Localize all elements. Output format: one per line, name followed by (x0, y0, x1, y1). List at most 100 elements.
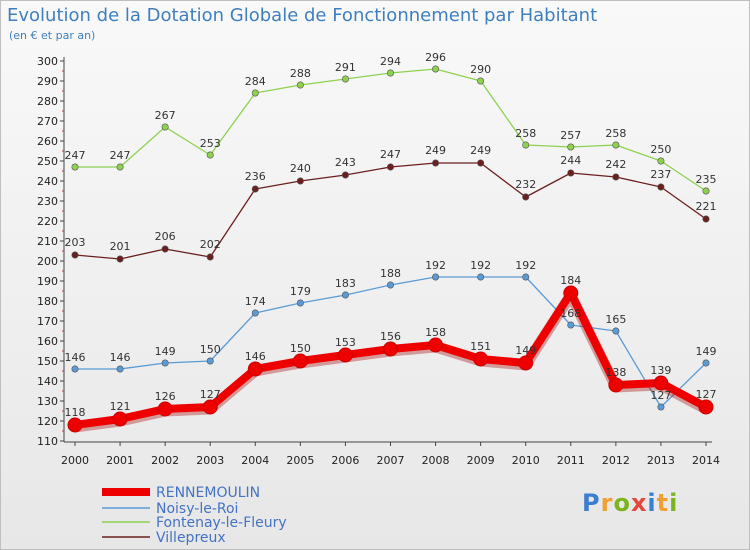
data-label-villepreux: 242 (605, 158, 626, 171)
data-label-rennemoulin: 126 (155, 390, 176, 403)
y-tick-label: 120 (37, 415, 58, 428)
data-label-noisy-le-roi: 146 (65, 351, 86, 364)
data-label-villepreux: 240 (290, 162, 311, 175)
y-tick-label: 200 (37, 255, 58, 268)
data-point-rennemoulin (563, 285, 579, 301)
data-point-rennemoulin (653, 375, 669, 391)
data-point-noisy-le-roi (341, 291, 349, 299)
data-label-fontenay-le-fleury: 267 (155, 109, 176, 122)
data-label-noisy-le-roi: 174 (245, 295, 266, 308)
data-point-rennemoulin (292, 353, 308, 369)
x-tick-label: 2010 (512, 454, 540, 467)
data-label-villepreux: 237 (650, 168, 671, 181)
y-tick-label: 170 (37, 315, 58, 328)
data-label-fontenay-le-fleury: 235 (696, 173, 717, 186)
data-label-rennemoulin: 127 (696, 388, 717, 401)
y-tick-label: 140 (37, 375, 58, 388)
data-label-rennemoulin: 139 (650, 364, 671, 377)
data-point-villepreux (522, 193, 530, 201)
x-tick-label: 2013 (647, 454, 675, 467)
x-tick-label: 2011 (557, 454, 585, 467)
data-point-fontenay-le-fleury (206, 151, 214, 159)
x-tick-label: 2008 (422, 454, 450, 467)
data-point-villepreux (477, 159, 485, 167)
data-label-fontenay-le-fleury: 284 (245, 75, 266, 88)
data-point-fontenay-le-fleury (477, 77, 485, 85)
data-point-villepreux (251, 185, 259, 193)
data-point-villepreux (71, 251, 79, 259)
x-tick-label: 2004 (241, 454, 269, 467)
data-label-noisy-le-roi: 188 (380, 267, 401, 280)
data-label-rennemoulin: 149 (515, 344, 536, 357)
y-tick-label: 150 (37, 355, 58, 368)
legend-label-rennemoulin: RENNEMOULIN (156, 485, 260, 501)
data-point-villepreux (341, 171, 349, 179)
data-point-rennemoulin (247, 361, 263, 377)
data-point-villepreux (116, 255, 124, 263)
data-point-rennemoulin (337, 347, 353, 363)
data-point-noisy-le-roi (161, 359, 169, 367)
data-point-villepreux (657, 183, 665, 191)
x-tick-label: 2003 (196, 454, 224, 467)
data-label-villepreux: 203 (65, 236, 86, 249)
data-label-villepreux: 232 (515, 178, 536, 191)
data-label-fontenay-le-fleury: 258 (515, 127, 536, 140)
y-tick-label: 280 (37, 95, 58, 108)
legend-label-noisy-le-roi: Noisy-le-Roi (156, 501, 238, 517)
data-point-villepreux (612, 173, 620, 181)
data-point-fontenay-le-fleury (296, 81, 304, 89)
data-label-fontenay-le-fleury: 291 (335, 61, 356, 74)
y-tick-label: 230 (37, 195, 58, 208)
y-tick-label: 250 (37, 155, 58, 168)
data-point-rennemoulin (67, 417, 83, 433)
data-point-rennemoulin (383, 341, 398, 357)
x-tick-label: 2009 (467, 454, 495, 467)
data-point-noisy-le-roi (702, 359, 710, 367)
data-point-villepreux (702, 215, 710, 223)
data-point-villepreux (161, 245, 169, 253)
data-point-fontenay-le-fleury (116, 163, 124, 171)
data-point-fontenay-le-fleury (612, 141, 620, 149)
data-point-villepreux (386, 163, 394, 171)
y-tick-label: 160 (37, 335, 58, 348)
data-point-villepreux (296, 177, 304, 185)
data-label-noisy-le-roi: 146 (110, 351, 131, 364)
y-tick-label: 180 (37, 295, 58, 308)
data-label-fontenay-le-fleury: 296 (425, 51, 446, 64)
data-label-rennemoulin: 158 (425, 326, 446, 339)
data-label-villepreux: 249 (425, 144, 446, 157)
data-point-fontenay-le-fleury (432, 65, 440, 73)
data-label-noisy-le-roi: 183 (335, 277, 356, 290)
data-label-villepreux: 249 (470, 144, 491, 157)
legend-label-fontenay-le-fleury: Fontenay-le-Fleury (156, 515, 287, 531)
data-label-noisy-le-roi: 192 (515, 259, 536, 272)
y-tick-label: 260 (37, 135, 58, 148)
data-point-noisy-le-roi (296, 299, 304, 307)
y-tick-label: 130 (37, 395, 58, 408)
y-tick-label: 190 (37, 275, 58, 288)
data-point-noisy-le-roi (386, 281, 394, 289)
data-point-rennemoulin (698, 399, 714, 415)
x-tick-label: 2012 (602, 454, 630, 467)
y-tick-label: 240 (37, 175, 58, 188)
data-label-fontenay-le-fleury: 257 (560, 129, 581, 142)
data-label-rennemoulin: 118 (65, 406, 86, 419)
x-tick-label: 2014 (692, 454, 720, 467)
data-label-villepreux: 244 (560, 154, 581, 167)
data-point-fontenay-le-fleury (251, 89, 259, 97)
data-label-noisy-le-roi: 149 (155, 345, 176, 358)
data-label-fontenay-le-fleury: 247 (65, 149, 86, 162)
data-label-rennemoulin: 153 (335, 336, 356, 349)
data-label-rennemoulin: 127 (200, 388, 221, 401)
data-label-noisy-le-roi: 127 (650, 389, 671, 402)
data-point-rennemoulin (518, 355, 534, 371)
data-point-fontenay-le-fleury (71, 163, 79, 171)
data-label-noisy-le-roi: 179 (290, 285, 311, 298)
data-label-noisy-le-roi: 192 (470, 259, 491, 272)
data-point-rennemoulin (608, 377, 624, 393)
data-point-villepreux (206, 253, 214, 261)
data-label-villepreux: 201 (110, 240, 131, 253)
data-point-villepreux (567, 169, 575, 177)
data-point-rennemoulin (202, 399, 218, 415)
